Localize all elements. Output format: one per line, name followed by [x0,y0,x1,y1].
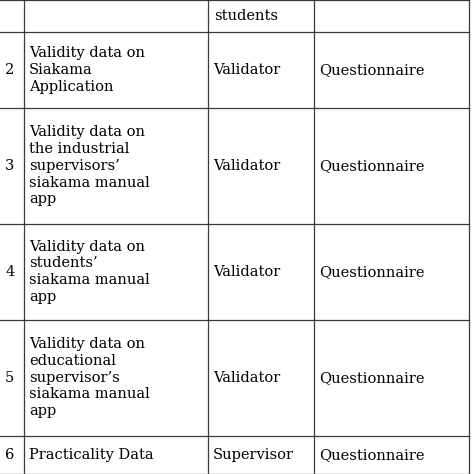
Text: Validity data on
students’
siakama manual
app: Validity data on students’ siakama manua… [29,240,150,304]
Text: Validator: Validator [213,159,280,173]
Text: Validator: Validator [213,371,280,385]
Text: Validator: Validator [213,265,280,279]
Text: Questionnaire: Questionnaire [319,448,425,462]
Text: Questionnaire: Questionnaire [319,265,425,279]
Text: Validity data on
Siakama
Application: Validity data on Siakama Application [29,46,145,94]
Text: 5: 5 [5,371,14,385]
Text: Validator: Validator [213,63,280,77]
Text: Questionnaire: Questionnaire [319,159,425,173]
Text: 3: 3 [5,159,14,173]
Text: Questionnaire: Questionnaire [319,371,425,385]
Text: 4: 4 [5,265,14,279]
Text: Validity data on
the industrial
supervisors’
siakama manual
app: Validity data on the industrial supervis… [29,126,150,206]
Text: Practicality Data: Practicality Data [29,448,154,462]
Text: 2: 2 [5,63,14,77]
Text: 6: 6 [5,448,14,462]
Text: students: students [214,9,278,23]
Text: Validity data on
educational
supervisor’s
siakama manual
app: Validity data on educational supervisor’… [29,337,150,418]
Text: Questionnaire: Questionnaire [319,63,425,77]
Text: Supervisor: Supervisor [213,448,294,462]
